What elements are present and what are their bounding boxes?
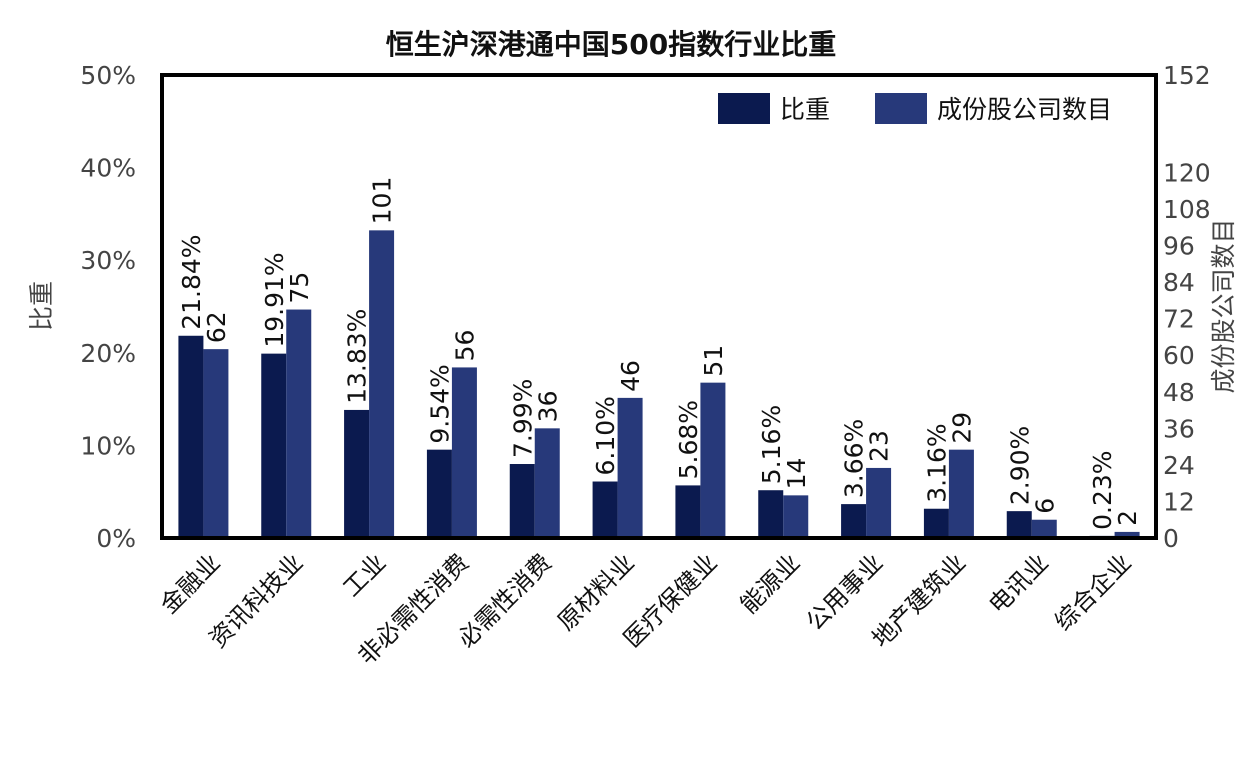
y-right-tick-label: 84: [1163, 268, 1195, 297]
data-label-weight: 7.99%: [508, 379, 537, 458]
y-left-tick-label: 30%: [80, 246, 136, 275]
y-left-axis-title: 比重: [27, 281, 56, 331]
bar-weight: [426, 449, 452, 538]
y-left-tick-label: 20%: [80, 339, 136, 368]
data-label-count: 62: [202, 311, 231, 343]
bar-constituent-count: [948, 449, 974, 538]
bar-weight: [178, 335, 204, 538]
data-label-count: 2: [1113, 510, 1142, 526]
data-label-count: 56: [450, 330, 479, 362]
y-right-tick-label: 120: [1163, 158, 1211, 187]
bar-constituent-count: [203, 349, 229, 538]
data-label-weight: 5.68%: [674, 400, 703, 479]
x-tick-label: 综合企业: [1049, 548, 1137, 636]
data-label-count: 75: [285, 272, 314, 304]
bar-weight: [344, 409, 370, 538]
data-label-count: 51: [699, 345, 728, 377]
data-label-weight: 3.16%: [922, 423, 951, 502]
y-right-tick-label: 96: [1163, 232, 1195, 261]
data-label-count: 36: [533, 391, 562, 423]
x-tick-label: 原材料业: [552, 548, 640, 636]
y-left-tick-label: 0%: [96, 524, 136, 553]
x-tick-label: 公用事业: [801, 548, 889, 636]
y-right-tick-label: 0: [1163, 524, 1179, 553]
bar-constituent-count: [866, 467, 892, 538]
plot-frame: [160, 73, 1158, 540]
bar-weight: [923, 508, 949, 538]
y-right-tick-label: 60: [1163, 341, 1195, 370]
data-label-weight: 5.16%: [757, 405, 786, 484]
bar-constituent-count: [700, 382, 726, 538]
x-tick-label: 电讯业: [983, 548, 1054, 619]
y-right-tick-label: 108: [1163, 195, 1211, 224]
bar-constituent-count: [534, 428, 560, 538]
y-right-tick-label: 72: [1163, 305, 1195, 334]
legend-swatch-count: [875, 93, 927, 124]
x-tick-label: 金融业: [155, 548, 226, 619]
data-label-count: 101: [368, 177, 397, 225]
y-right-axis-title: 成份股公司数目: [1209, 218, 1238, 393]
bar-weight: [592, 481, 618, 538]
data-label-count: 14: [782, 458, 811, 490]
y-left-tick-label: 10%: [80, 431, 136, 460]
data-label-weight: 2.90%: [1005, 426, 1034, 505]
bar-weight: [509, 464, 535, 538]
bar-weight: [758, 490, 784, 538]
x-tick-label: 工业: [338, 548, 392, 602]
bar-constituent-count: [451, 367, 477, 538]
bar-constituent-count: [286, 309, 312, 538]
bar-constituent-count: [369, 230, 395, 538]
bar-constituent-count: [783, 495, 809, 538]
y-right-tick-label: 48: [1163, 378, 1195, 407]
data-label-weight: 13.83%: [343, 309, 372, 404]
data-label-weight: 21.84%: [177, 234, 206, 329]
data-label-weight: 3.66%: [840, 419, 869, 498]
chart-title: 恒生沪深港通中国500指数行业比重: [386, 28, 836, 61]
bar-weight: [675, 485, 701, 538]
data-label-count: 29: [947, 412, 976, 444]
data-label-count: 6: [1030, 498, 1059, 514]
bar-weight: [841, 504, 867, 538]
legend-swatch-weight: [718, 93, 770, 124]
x-tick-label: 能源业: [735, 548, 806, 619]
legend: 比重 成份股公司数目: [718, 93, 1112, 124]
y-right-tick-label: 36: [1163, 414, 1195, 443]
y-left-tick-label: 40%: [80, 154, 136, 183]
data-label-weight: 0.23%: [1088, 450, 1117, 529]
y-right-tick-label: 152: [1163, 61, 1211, 90]
data-label-count: 46: [616, 360, 645, 392]
data-label-weight: 9.54%: [425, 364, 454, 443]
bar-weight: [1006, 511, 1032, 538]
y-right-tick-label: 12: [1163, 487, 1195, 516]
data-label-weight: 19.91%: [260, 252, 289, 347]
bar-constituent-count: [617, 397, 643, 538]
legend-label-count: 成份股公司数目: [937, 95, 1112, 124]
data-label-weight: 6.10%: [591, 396, 620, 475]
bar-constituent-count: [1031, 519, 1057, 538]
legend-label-weight: 比重: [780, 95, 830, 124]
data-label-count: 23: [865, 430, 894, 462]
y-right-tick-label: 24: [1163, 451, 1195, 480]
bar-weight: [261, 353, 287, 538]
bar-constituent-count: [1114, 531, 1140, 538]
y-left-tick-label: 50%: [80, 61, 136, 90]
